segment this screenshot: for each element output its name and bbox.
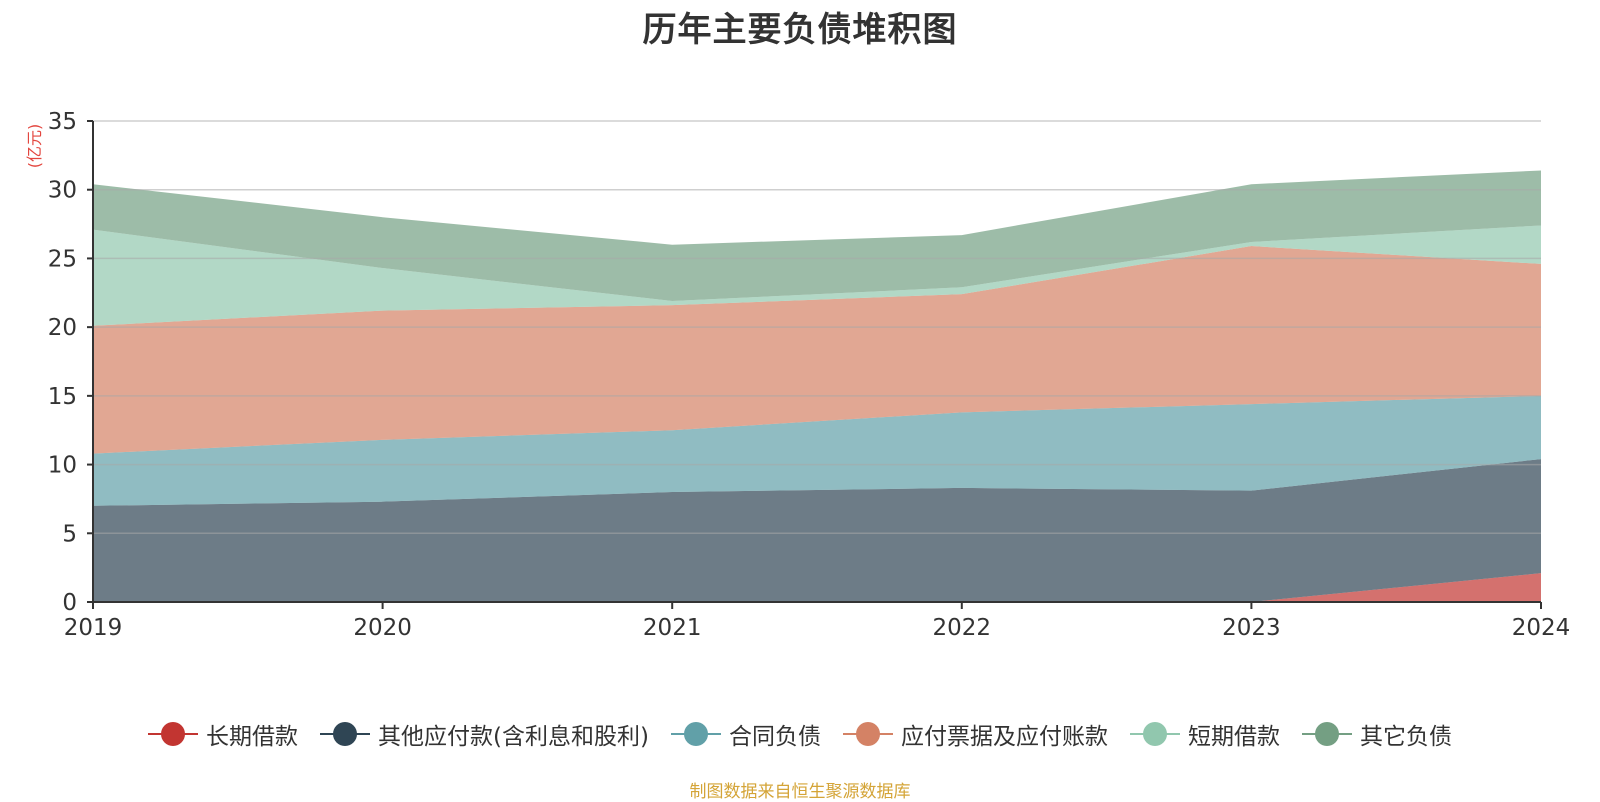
legend-marker-icon bbox=[842, 721, 893, 747]
y-tick-label: 10 bbox=[48, 453, 77, 479]
chart-legend: 长期借款 其他应付款(含利息和股利) 合同负债 应付票据及应付账款 短期借款 其它负债 bbox=[0, 717, 1600, 751]
area-series-2 bbox=[93, 459, 1541, 602]
y-tick-label: 30 bbox=[48, 178, 77, 204]
y-tick-label: 25 bbox=[48, 246, 77, 272]
data-source-note: 制图数据来自恒生聚源数据库 bbox=[689, 782, 911, 802]
area-series-1 bbox=[93, 573, 1541, 602]
y-tick-label: 0 bbox=[62, 590, 77, 616]
legend-item-1[interactable]: 长期借款 bbox=[148, 717, 298, 751]
y-tick-label: 20 bbox=[48, 315, 77, 341]
chart-title: 历年主要负债堆积图 bbox=[642, 10, 958, 50]
x-tick-label-2023: 2023 bbox=[1222, 615, 1281, 641]
legend-label: 其他应付款(含利息和股利) bbox=[378, 724, 649, 750]
legend-label: 其它负债 bbox=[1359, 724, 1452, 750]
area-series-4 bbox=[93, 246, 1541, 454]
axes: 0 5 10 15 20 25 30 35 2019 2020 2021 2022 2023 2024 bbox=[48, 109, 1571, 641]
legend-item-5[interactable]: 短期借款 bbox=[1129, 717, 1280, 751]
legend-item-4[interactable]: 应付票据及应付账款 bbox=[842, 717, 1108, 751]
x-tick-label-2024: 2024 bbox=[1512, 615, 1571, 641]
legend-item-3[interactable]: 合同负债 bbox=[670, 717, 821, 751]
legend-item-2[interactable]: 其他应付款(含利息和股利) bbox=[320, 717, 649, 751]
x-tick-label-2019: 2019 bbox=[64, 615, 123, 641]
y-tick-label: 5 bbox=[62, 521, 77, 547]
grid-lines bbox=[93, 120, 1541, 535]
area-series-3 bbox=[93, 395, 1541, 506]
legend-marker-icon bbox=[1129, 721, 1180, 747]
x-tick-label-2021: 2021 bbox=[643, 615, 702, 641]
x-tick-label-2022: 2022 bbox=[933, 615, 992, 641]
legend-label: 合同负债 bbox=[728, 724, 821, 750]
legend-marker-icon bbox=[670, 721, 721, 747]
legend-label: 应付票据及应付账款 bbox=[900, 724, 1108, 750]
legend-marker-icon bbox=[1301, 721, 1352, 747]
area-series-5 bbox=[93, 225, 1541, 326]
legend-label: 短期借款 bbox=[1187, 724, 1280, 750]
legend-label: 长期借款 bbox=[206, 724, 299, 750]
area-series bbox=[93, 170, 1541, 602]
x-tick-label-2020: 2020 bbox=[353, 615, 412, 641]
legend-item-6[interactable]: 其它负债 bbox=[1301, 717, 1452, 751]
y-tick-label: 35 bbox=[48, 109, 77, 135]
legend-marker-icon bbox=[320, 721, 371, 747]
legend-marker-icon bbox=[148, 721, 199, 747]
area-series-6 bbox=[93, 170, 1541, 302]
y-tick-label: 15 bbox=[48, 384, 77, 410]
